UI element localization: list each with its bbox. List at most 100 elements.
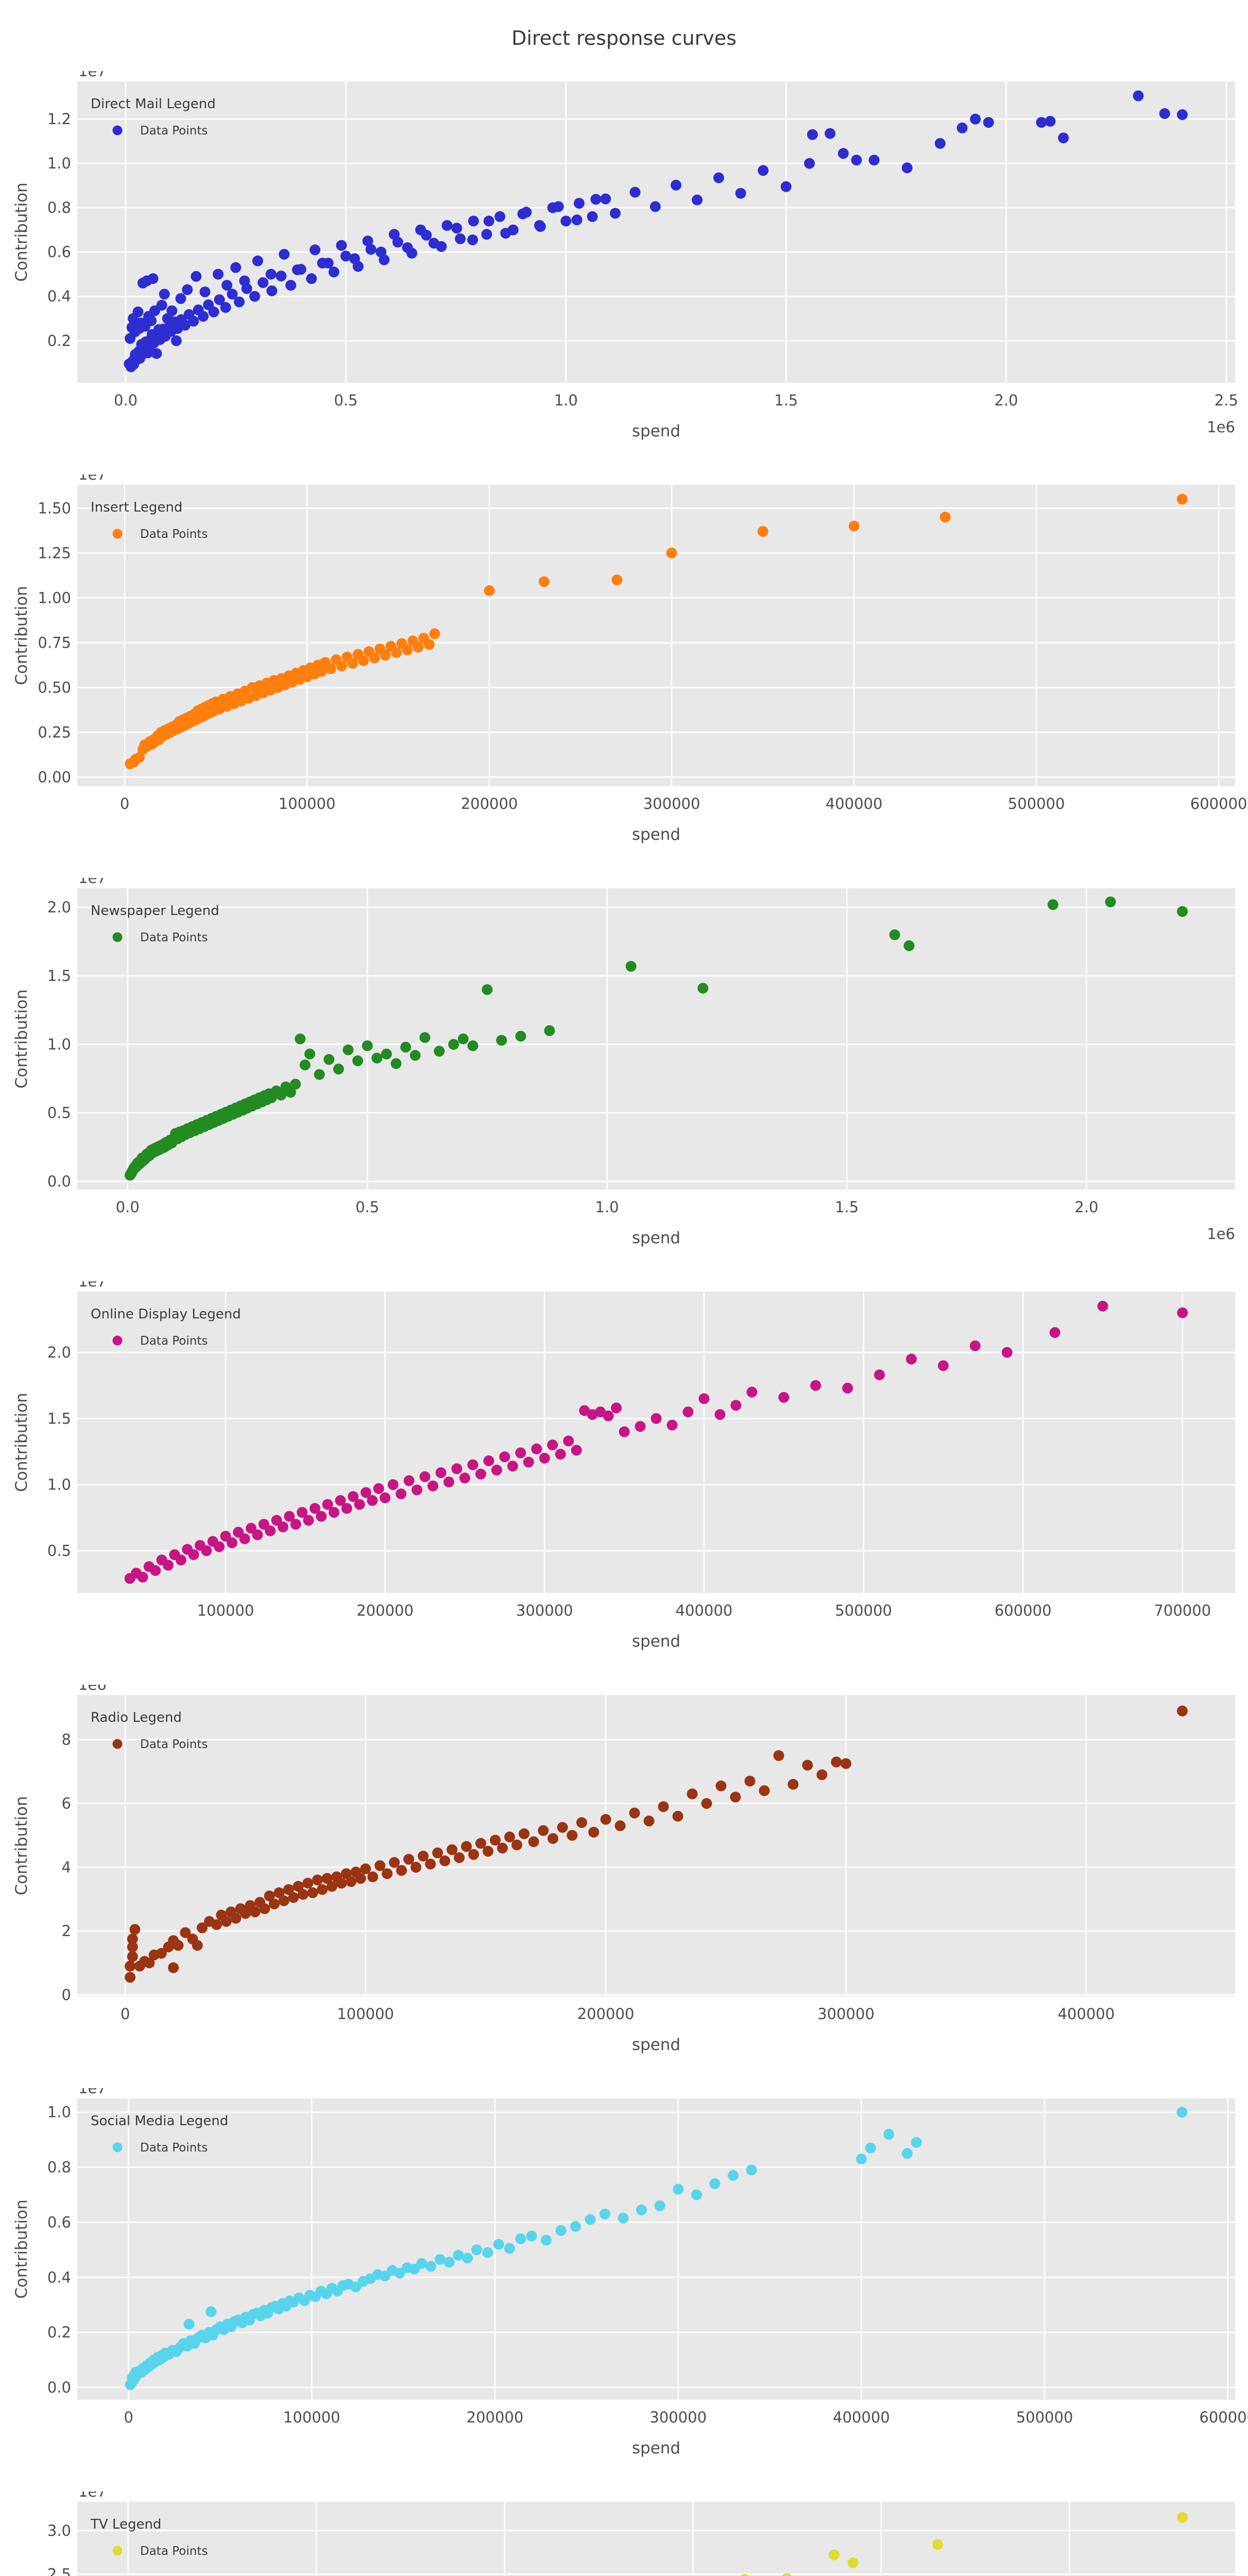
data-point bbox=[629, 187, 641, 198]
data-point bbox=[658, 1801, 669, 1812]
data-point bbox=[697, 982, 709, 994]
x-tick-label: 500000 bbox=[1016, 2409, 1073, 2426]
data-point bbox=[788, 1778, 799, 1790]
x-tick-label: 400000 bbox=[676, 1602, 733, 1619]
data-point bbox=[201, 1545, 212, 1556]
x-tick-label: 1.5 bbox=[774, 392, 798, 409]
y-tick-label: 1.25 bbox=[38, 544, 71, 562]
plot-area bbox=[77, 2098, 1235, 2400]
data-point bbox=[757, 526, 768, 537]
y-tick-label: 0.25 bbox=[38, 724, 71, 741]
data-point bbox=[213, 268, 224, 280]
data-point bbox=[1176, 109, 1188, 120]
chart-svg-1: 0 100000 200000 300000 400000 500000 600000 0.0… bbox=[12, 466, 1247, 844]
data-point bbox=[692, 194, 703, 206]
data-point bbox=[316, 1511, 327, 1522]
data-point bbox=[316, 666, 327, 677]
data-point bbox=[423, 639, 435, 650]
data-point bbox=[336, 660, 347, 672]
x-tick-label: 100000 bbox=[283, 2409, 340, 2426]
x-tick-label: 0.0 bbox=[116, 1198, 140, 1216]
data-point bbox=[239, 275, 250, 286]
data-point bbox=[666, 1419, 678, 1431]
gridlines bbox=[77, 1695, 1235, 1996]
data-point bbox=[1177, 906, 1188, 917]
x-tick-label: 2.0 bbox=[1074, 1198, 1098, 1216]
data-point bbox=[730, 1400, 742, 1411]
data-point bbox=[333, 1063, 344, 1075]
legend-online-display: Online Display Legend Data Points bbox=[91, 1307, 241, 1348]
y-tick-label: 4 bbox=[62, 1858, 71, 1876]
data-point bbox=[197, 1922, 208, 1934]
subplot-direct-mail: 0.0 0.5 1.0 1.5 2.0 2.5 0.2 0.4 0.6 0.8 1.0 1.2 1e7 1… bbox=[0, 62, 1248, 474]
x-tick-label: 2.0 bbox=[994, 392, 1018, 409]
y-tick-label: 2.0 bbox=[47, 1344, 71, 1361]
data-point bbox=[273, 1887, 285, 1899]
data-point bbox=[387, 1479, 399, 1490]
x-tick-label: 300000 bbox=[649, 2409, 707, 2426]
x-tick-label: 200000 bbox=[577, 2005, 635, 2023]
data-point bbox=[643, 1816, 655, 1826]
x-tick-label: 0.5 bbox=[355, 1198, 379, 1216]
data-point bbox=[539, 1452, 550, 1464]
x-tick-label: 600000 bbox=[995, 1602, 1052, 1619]
data-point bbox=[563, 1435, 574, 1447]
y-tick-label: 0.2 bbox=[47, 2324, 71, 2341]
data-point bbox=[573, 198, 585, 209]
data-point bbox=[402, 242, 413, 253]
data-point bbox=[932, 2539, 943, 2550]
data-point bbox=[396, 1488, 407, 1500]
data-point bbox=[290, 1519, 301, 1530]
y-tick-label: 0.8 bbox=[47, 199, 71, 216]
data-point bbox=[461, 1841, 472, 1852]
data-point bbox=[673, 2183, 684, 2195]
data-point bbox=[490, 1835, 501, 1846]
data-point bbox=[304, 1048, 315, 1060]
legend-newspaper: Newspaper Legend Data Points bbox=[91, 903, 219, 944]
data-point bbox=[848, 520, 860, 532]
x-tick-label: 300000 bbox=[817, 2005, 875, 2023]
data-point bbox=[249, 291, 260, 302]
data-point bbox=[544, 1025, 555, 1036]
data-point bbox=[851, 155, 862, 166]
data-point bbox=[457, 1033, 469, 1044]
chart-svg-4: 0 100000 200000 300000 400000 0 2 4 6 8 1e6 spend Co… bbox=[12, 1676, 1235, 2054]
data-point bbox=[619, 1426, 630, 1437]
data-point bbox=[371, 1053, 383, 1064]
data-point bbox=[746, 1386, 758, 1398]
data-point bbox=[192, 1940, 203, 1951]
chart-svg-5: 0 100000 200000 300000 400000 500000 600000 0.0… bbox=[12, 2079, 1248, 2458]
data-point bbox=[352, 1055, 363, 1066]
x-tick-label: 100000 bbox=[337, 2005, 394, 2023]
x-tick-label: 300000 bbox=[643, 795, 700, 812]
x-tick-label: 1.0 bbox=[554, 392, 578, 409]
x-axis-label: spend bbox=[632, 825, 680, 844]
data-point bbox=[571, 1445, 582, 1456]
data-points-insert bbox=[125, 494, 1188, 769]
data-point bbox=[214, 1541, 225, 1552]
data-point bbox=[494, 211, 506, 222]
data-point bbox=[425, 1858, 436, 1870]
data-point bbox=[419, 1032, 431, 1043]
data-point bbox=[1133, 90, 1144, 101]
data-point bbox=[381, 1048, 392, 1060]
data-point bbox=[265, 268, 277, 280]
data-point bbox=[698, 1393, 710, 1404]
data-point bbox=[475, 1468, 486, 1480]
data-point bbox=[175, 1554, 186, 1566]
data-point bbox=[482, 984, 493, 995]
data-point bbox=[411, 1861, 422, 1873]
y-offset-label: 1e7 bbox=[78, 474, 107, 483]
data-point bbox=[355, 1873, 366, 1884]
data-point bbox=[538, 1825, 549, 1836]
legend-title: Radio Legend bbox=[91, 1710, 182, 1725]
x-tick-label: 100000 bbox=[279, 795, 336, 812]
data-point bbox=[369, 652, 380, 664]
y-offset-label: 1e7 bbox=[78, 1281, 107, 1290]
legend-item-label: Data Points bbox=[140, 528, 208, 541]
data-point bbox=[939, 512, 951, 523]
data-point bbox=[780, 181, 792, 192]
data-point bbox=[312, 1874, 323, 1886]
data-point bbox=[340, 1868, 352, 1879]
x-tick-label: 0 bbox=[124, 2409, 133, 2426]
